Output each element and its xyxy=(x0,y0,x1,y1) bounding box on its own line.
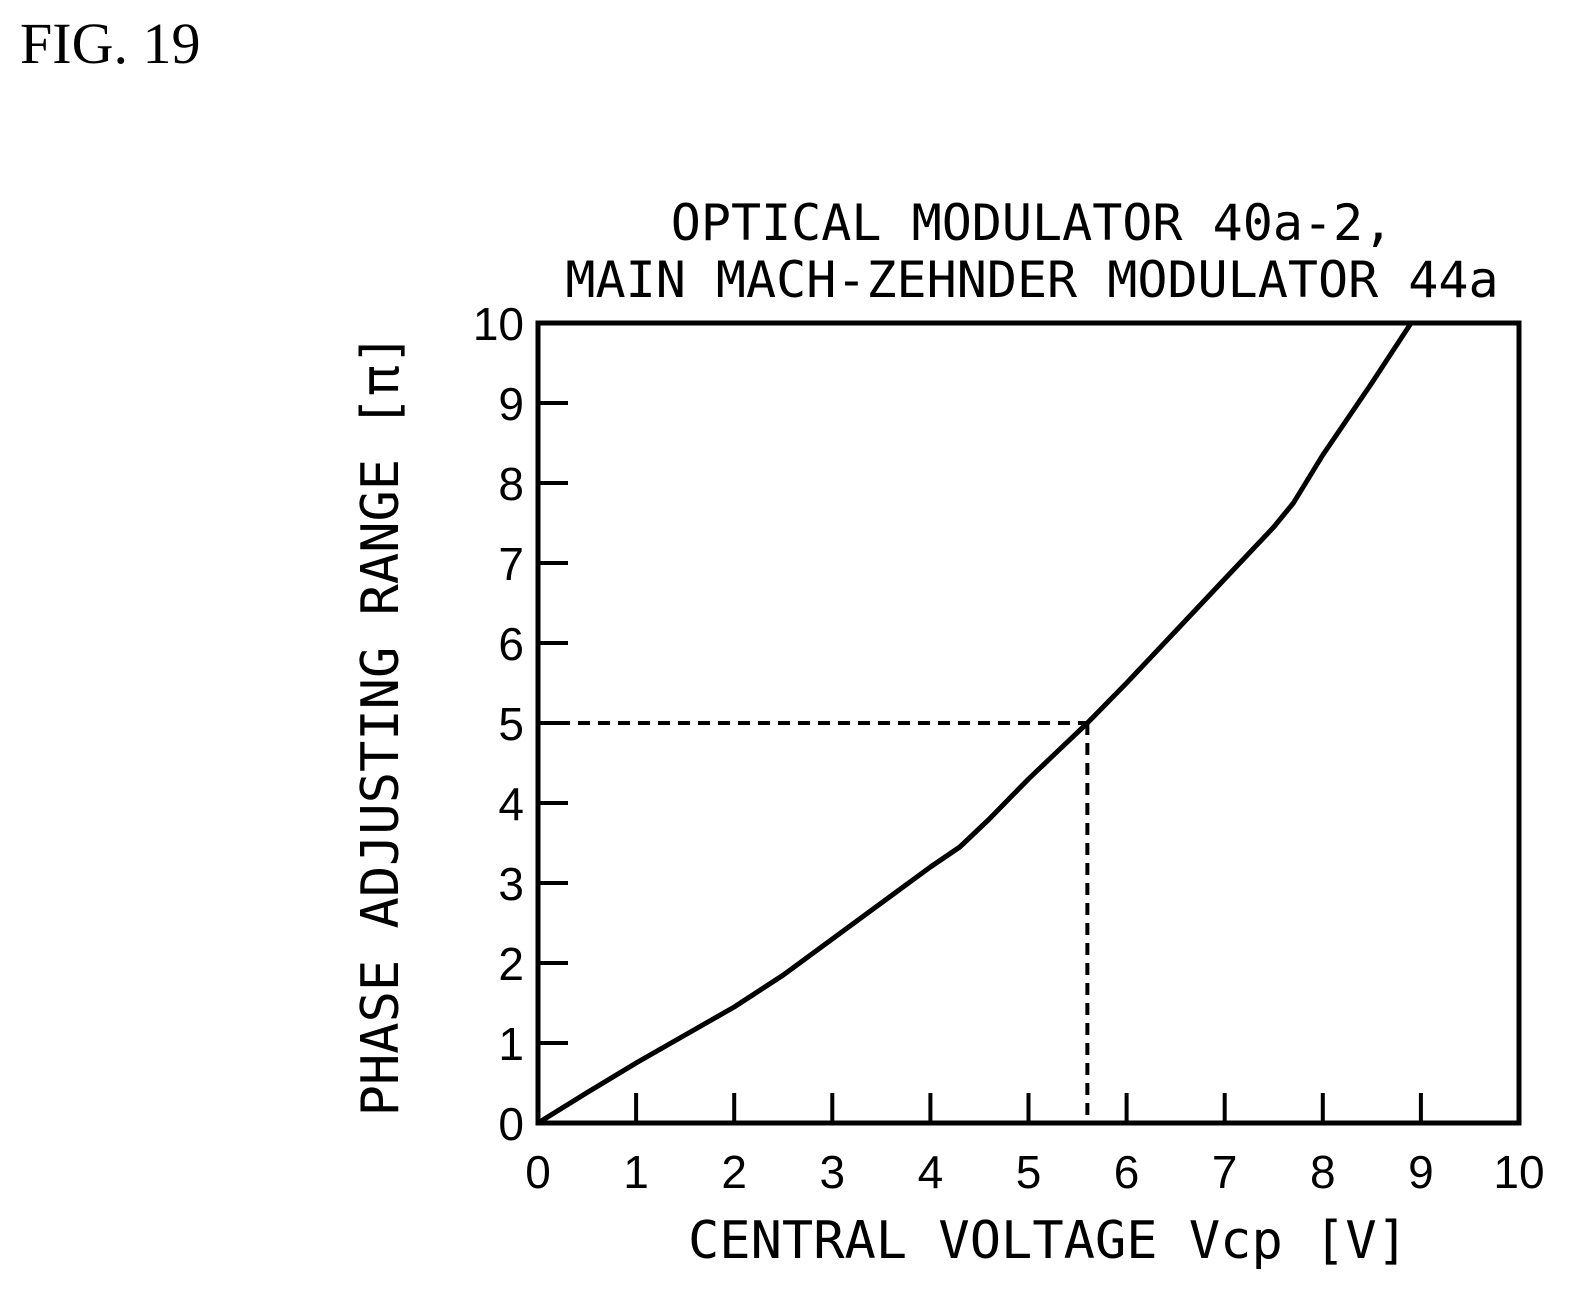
y-tick-label: 2 xyxy=(498,938,524,990)
x-tick-label: 8 xyxy=(1310,1146,1336,1198)
x-tick-label: 1 xyxy=(623,1146,649,1198)
y-tick-label: 9 xyxy=(498,378,524,430)
y-tick-label: 5 xyxy=(498,698,524,750)
x-tick-labels: 0 1 2 3 4 5 6 7 8 9 10 xyxy=(525,1146,1544,1198)
x-tick-label: 3 xyxy=(820,1146,846,1198)
y-tick-labels: 0 1 2 3 4 5 6 7 8 9 10 xyxy=(473,298,524,1150)
axis-ticks xyxy=(538,401,1423,1123)
y-axis-label: PHASE ADJUSTING RANGE [π] xyxy=(351,334,411,1117)
x-tick-label: 9 xyxy=(1408,1146,1434,1198)
x-tick-label: 2 xyxy=(721,1146,747,1198)
x-tick-label: 6 xyxy=(1114,1146,1140,1198)
series-line xyxy=(536,321,1414,1126)
y-tick-label: 4 xyxy=(498,778,524,830)
figure-label: FIG. 19 xyxy=(20,11,201,76)
y-tick-label: 3 xyxy=(498,858,524,910)
reference-lines xyxy=(538,721,1090,1123)
x-tick-label: 4 xyxy=(918,1146,944,1198)
x-tick-label: 10 xyxy=(1493,1146,1544,1198)
x-axis-label: CENTRAL VOLTAGE Vcp [V] xyxy=(688,1211,1408,1271)
y-tick-label: 6 xyxy=(498,618,524,670)
y-tick-label: 0 xyxy=(498,1098,524,1150)
x-tick-label: 0 xyxy=(525,1146,551,1198)
plot-frame xyxy=(535,320,1522,1126)
y-tick-label: 8 xyxy=(498,458,524,510)
y-tick-label: 1 xyxy=(498,1018,524,1070)
x-tick-label: 7 xyxy=(1212,1146,1238,1198)
y-tick-label: 7 xyxy=(498,538,524,590)
y-tick-label: 10 xyxy=(473,298,524,350)
chart-title-line-1: OPTICAL MODULATOR 40a-2, xyxy=(671,194,1393,252)
chart-title-line-2: MAIN MACH-ZEHNDER MODULATOR 44a xyxy=(565,251,1498,309)
x-tick-label: 5 xyxy=(1016,1146,1042,1198)
